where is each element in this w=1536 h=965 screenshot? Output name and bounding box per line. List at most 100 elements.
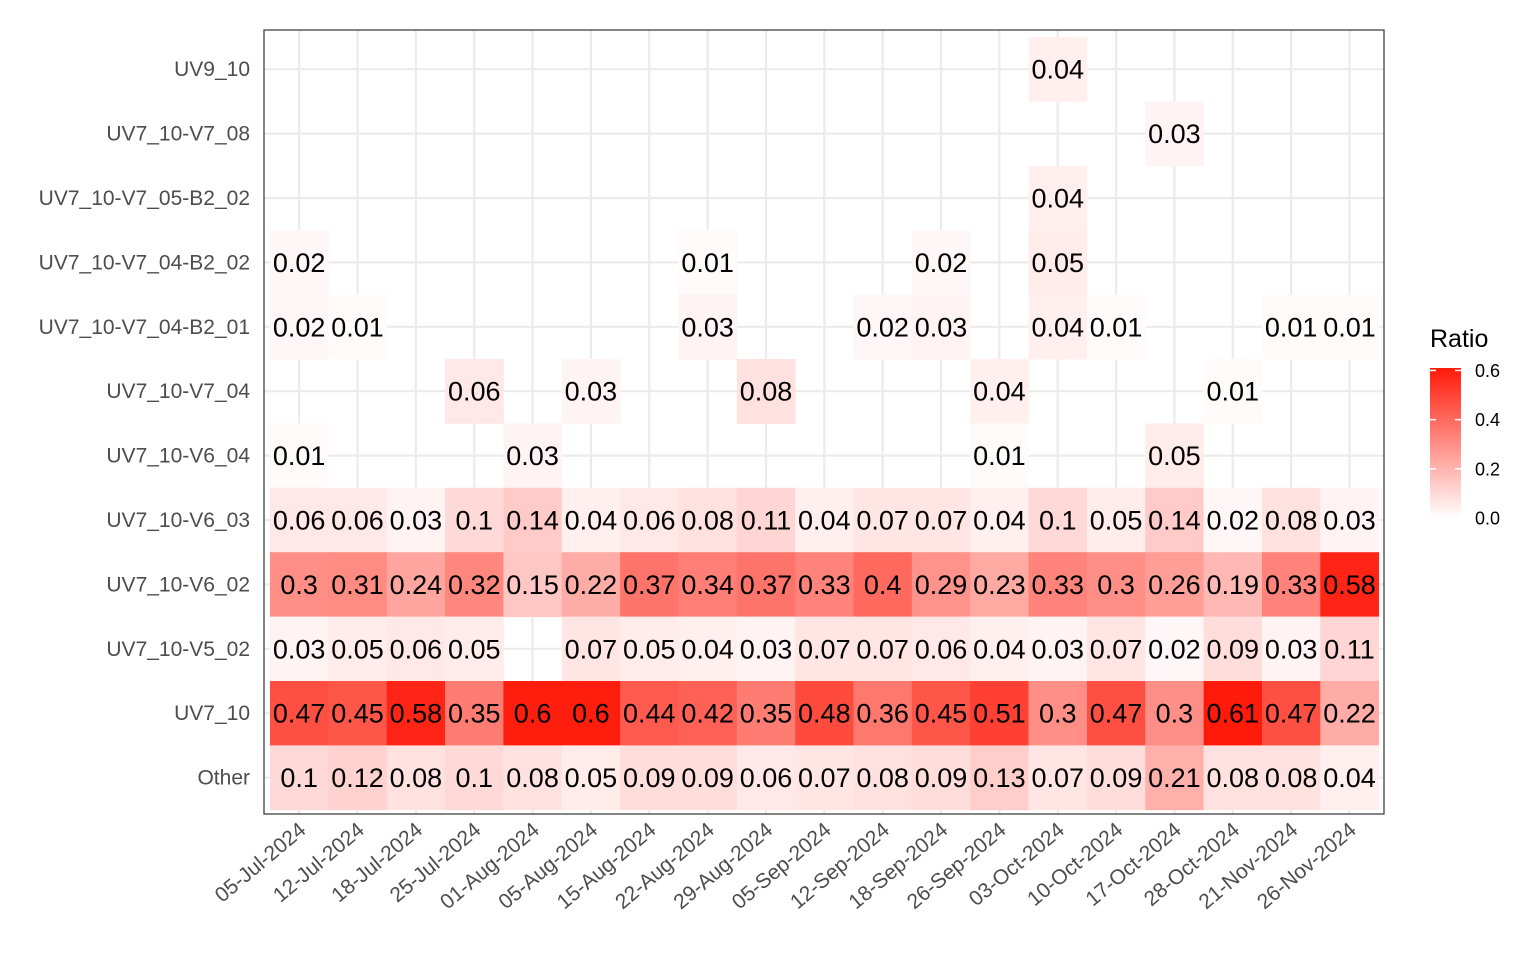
heatmap-cell [1028, 745, 1088, 811]
cell-value-label: 0.33 [1265, 570, 1318, 600]
cell-value-label: 0.1 [455, 506, 493, 536]
heatmap-cell [678, 552, 738, 617]
cell-value-label: 0.03 [1265, 634, 1318, 664]
heatmap-cell [270, 681, 329, 746]
cell-value-label: 0.3 [1039, 699, 1077, 729]
cell-value-label: 0.03 [273, 634, 326, 664]
heatmap-cell [736, 616, 796, 682]
heatmap-cell [970, 423, 1029, 489]
y-axis-tick-labels: UV9_10 UV7_10-V7_08 UV7_10-V7_05-B2_02 UV7_… [39, 58, 251, 789]
cell-value-label: 0.04 [681, 634, 734, 664]
cell-value-label: 0.4 [864, 570, 902, 600]
heatmap-cell [853, 681, 913, 746]
cell-value-label: 0.08 [1265, 506, 1318, 536]
x-tick-label: 01-Aug-2024 [436, 818, 544, 914]
cell-value-label: 0.45 [915, 699, 968, 729]
heatmap-cell [678, 745, 738, 811]
heatmap-cell [386, 552, 446, 617]
x-tick-label: 05-Aug-2024 [494, 818, 602, 914]
heatmap-cell [503, 681, 563, 746]
cell-value-label: 0.13 [973, 763, 1026, 793]
heatmap-cell [445, 487, 504, 553]
cell-value-label: 0.06 [331, 506, 384, 536]
heatmap-cell [328, 745, 388, 811]
heatmap-cell [620, 616, 679, 682]
heatmap-cell [270, 745, 329, 811]
heatmap-cell [1320, 294, 1380, 360]
heatmap-cell [1203, 745, 1263, 811]
cell-value-label: 0.07 [856, 506, 909, 536]
cell-value-label: 0.1 [280, 763, 318, 793]
cell-value-label: 0.08 [390, 763, 443, 793]
heatmap-cell [1086, 487, 1146, 553]
cell-value-label: 0.06 [740, 763, 793, 793]
x-tick-label: 15-Aug-2024 [553, 818, 661, 914]
cell-value-label: 0.04 [973, 634, 1026, 664]
heatmap-cell [1145, 616, 1204, 682]
heatmap-cell [270, 487, 329, 553]
x-axis-tick-labels: 05-Jul-202412-Jul-202418-Jul-202425-Jul-… [211, 818, 1361, 914]
heatmap-cell [561, 745, 621, 811]
cell-value-label: 0.14 [1148, 506, 1201, 536]
panel-border [263, 29, 1385, 815]
cell-value-label: 0.21 [1148, 763, 1201, 793]
heatmap-cell [328, 294, 388, 360]
heatmap-cells [270, 37, 1380, 811]
heatmap-cell [736, 745, 796, 811]
heatmap-cell [620, 681, 679, 746]
cell-value-label: 0.07 [798, 763, 851, 793]
cell-value-label: 0.3 [280, 570, 318, 600]
heatmap-cell [503, 487, 563, 553]
cell-value-label: 0.07 [798, 634, 851, 664]
cell-value-label: 0.26 [1148, 570, 1201, 600]
heatmap-cell [1320, 487, 1380, 553]
x-tick-label: 22-Aug-2024 [611, 818, 719, 914]
cell-value-label: 0.09 [623, 763, 676, 793]
cell-value-label: 0.44 [623, 699, 676, 729]
heatmap-cell [678, 681, 738, 746]
cell-value-label: 0.08 [506, 763, 559, 793]
heatmap-cell [1203, 616, 1263, 682]
cell-value-label: 0.03 [506, 441, 559, 471]
heatmap-cell [678, 616, 738, 682]
heatmap-cell [328, 552, 388, 617]
cell-value-label: 0.01 [1265, 312, 1318, 342]
heatmap-cell [795, 681, 854, 746]
cell-value-label: 0.01 [681, 248, 734, 278]
y-tick-label: UV7_10-V7_04 [106, 380, 250, 403]
heatmap-cell [1261, 552, 1321, 617]
heatmap-cell [561, 616, 621, 682]
cell-value-label: 0.01 [1323, 312, 1376, 342]
heatmap-cell [970, 552, 1029, 617]
cell-value-label: 0.08 [856, 763, 909, 793]
cell-value-label: 0.3 [1156, 699, 1194, 729]
heatmap-cell [1028, 294, 1088, 360]
legend-tick-label: 0.6 [1475, 361, 1500, 381]
x-tick-label: 18-Sep-2024 [844, 818, 952, 914]
cell-value-label: 0.01 [1090, 312, 1143, 342]
cell-value-label: 0.05 [565, 763, 618, 793]
heatmap-cell [1203, 552, 1263, 617]
heatmap-cell [561, 681, 621, 746]
heatmap-cell [445, 681, 504, 746]
x-tick-label: 26-Sep-2024 [903, 818, 1011, 914]
cell-value-label: 0.07 [1031, 763, 1084, 793]
cell-value-label: 0.02 [273, 312, 326, 342]
cell-value-label: 0.01 [273, 441, 326, 471]
cell-value-label: 0.04 [973, 377, 1026, 407]
cell-value-label: 0.05 [1090, 506, 1143, 536]
cell-value-label: 0.11 [741, 506, 792, 536]
x-tick-label: 05-Sep-2024 [728, 818, 836, 914]
heatmap-cell [736, 359, 796, 424]
cell-value-label: 0.04 [1323, 763, 1376, 793]
cell-value-label: 0.04 [1031, 55, 1084, 85]
cell-value-label: 0.15 [506, 570, 559, 600]
heatmap-cell [503, 423, 563, 489]
legend-title: Ratio [1430, 325, 1488, 353]
y-tick-label: UV7_10-V7_04-B2_02 [39, 251, 250, 274]
cell-value-label: 0.04 [1031, 184, 1084, 214]
heatmap-cell [911, 681, 971, 746]
heatmap-cell [853, 294, 913, 360]
